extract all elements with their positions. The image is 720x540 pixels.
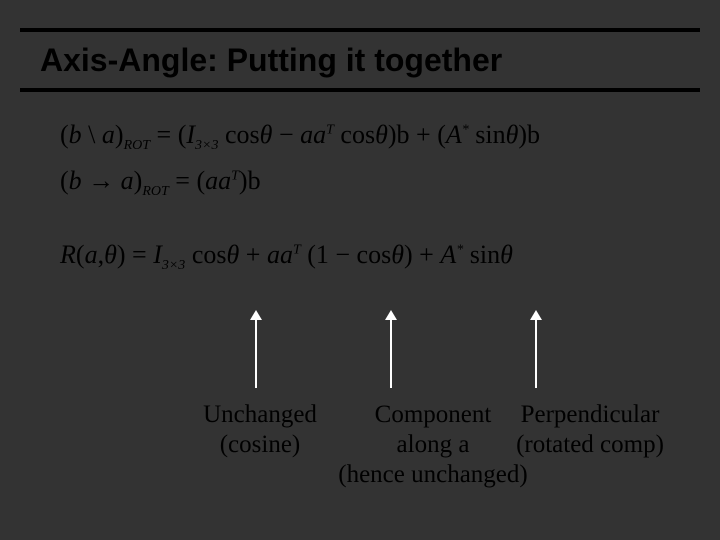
arrow-3 (535, 318, 537, 388)
slide: Axis-Angle: Putting it together (b \ a)R… (0, 0, 720, 540)
equation-2: (b → a)ROT = (aaT)b (60, 166, 680, 200)
slide-title: Axis-Angle: Putting it together (40, 42, 502, 79)
arrow-1 (255, 318, 257, 388)
label-unchanged: Unchanged (cosine) (195, 400, 325, 460)
equation-3: R(a,θ) = I3×3 cosθ + aaT (1 − cosθ) + A*… (60, 240, 680, 274)
label-perpendicular: Perpendicular (rotated comp) (490, 400, 690, 460)
top-rule (20, 28, 700, 32)
arrow-group (0, 318, 720, 398)
arrow-2 (390, 318, 392, 388)
equation-area: (b \ a)ROT = (I3×3 cosθ − aaT cosθ)b + (… (60, 120, 680, 287)
bottom-rule (20, 88, 700, 92)
equation-1: (b \ a)ROT = (I3×3 cosθ − aaT cosθ)b + (… (60, 120, 680, 154)
